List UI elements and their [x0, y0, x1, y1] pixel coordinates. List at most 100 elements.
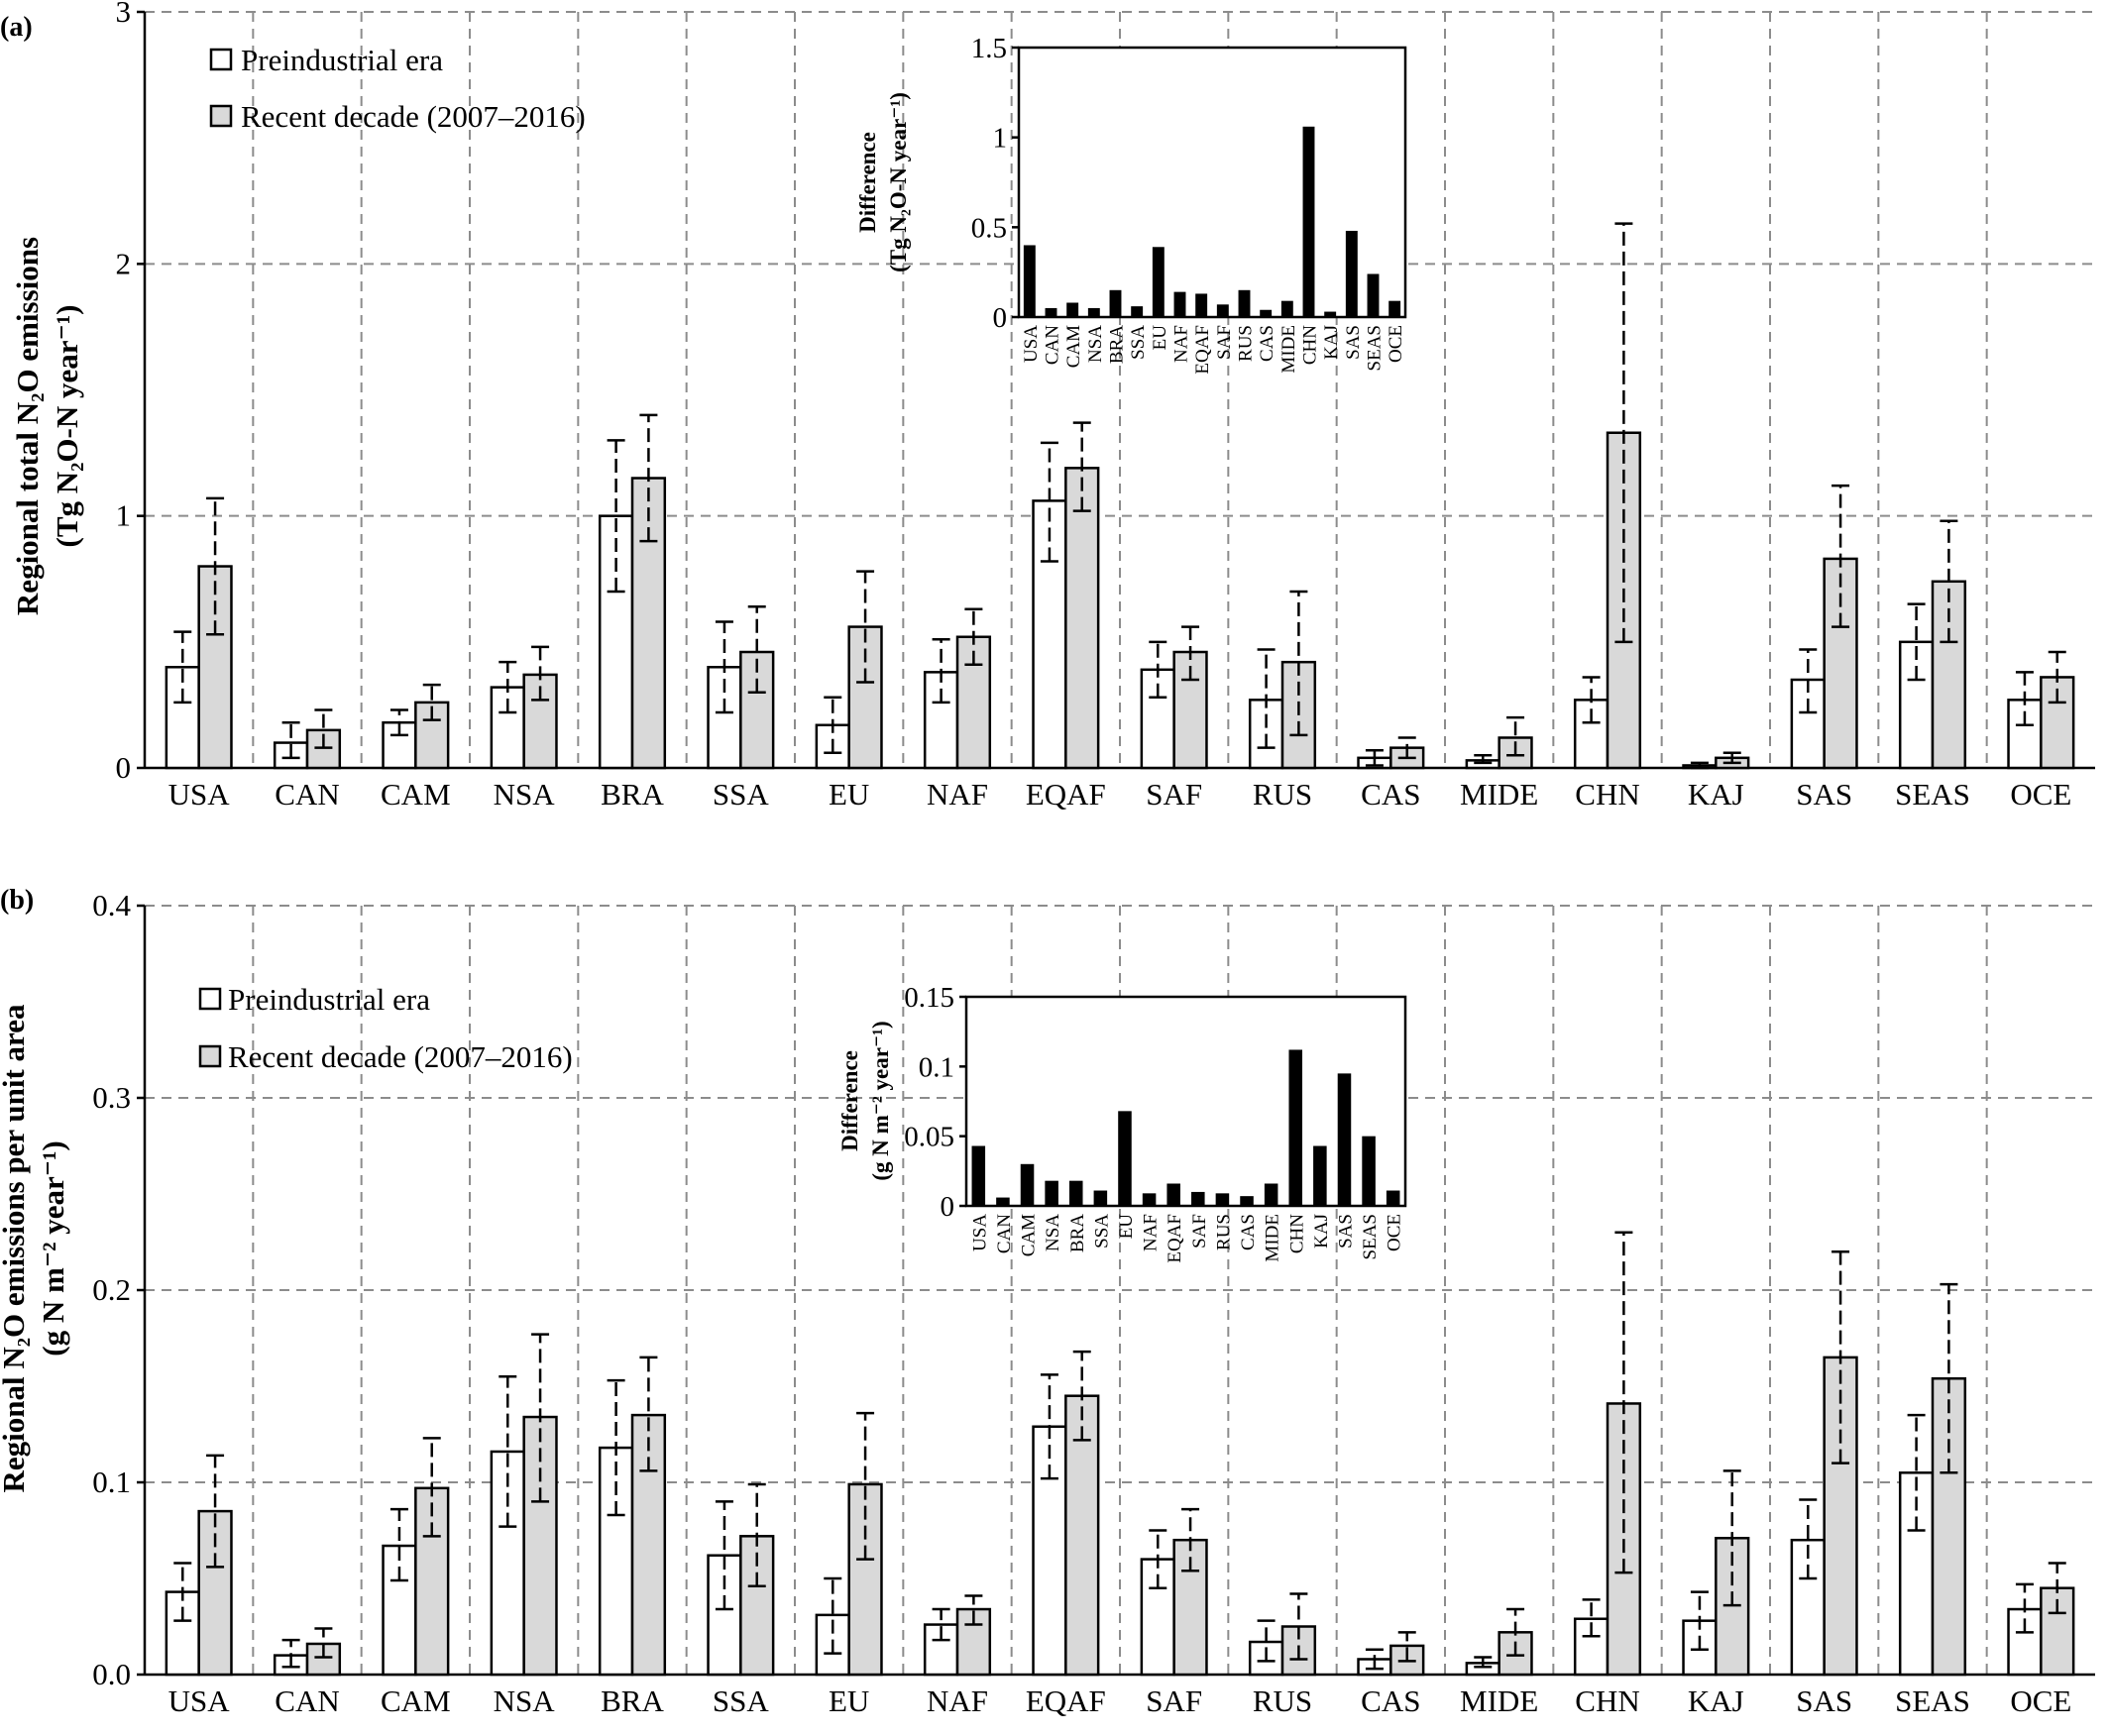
bar-recent	[847, 625, 883, 770]
legend-label-recent: Recent decade (2007–2016)	[228, 1039, 573, 1074]
inset-bar	[1345, 230, 1358, 317]
bar-recent	[630, 477, 667, 770]
inset-bar	[1240, 1196, 1254, 1206]
inset-bar	[1367, 273, 1380, 317]
x-tick-label: NAF	[927, 1683, 988, 1718]
legend-swatch-preindustrial	[209, 48, 233, 71]
panel-b-ylabel-line2: (g N m⁻² year⁻¹)	[36, 1140, 70, 1356]
x-tick-label: CAS	[1361, 1683, 1420, 1718]
inset-y-tick-label: 0	[941, 1191, 955, 1223]
inset-x-tick-label: NSA	[1085, 325, 1106, 363]
inset-x-tick-label: SSA	[1091, 1214, 1112, 1248]
legend-swatch-preindustrial	[198, 987, 222, 1011]
bar-preindustrial	[1898, 1471, 1935, 1677]
x-tick-label: EQAF	[1026, 1683, 1106, 1718]
inset-x-tick-label: EU	[1116, 1214, 1137, 1240]
inset-x-tick-label: CHN	[1286, 1214, 1307, 1253]
inset-y-tick-label: 1	[993, 123, 1008, 155]
inset-x-tick-label: USA	[1021, 325, 1042, 363]
x-tick-label: SSA	[713, 1683, 769, 1718]
inset-x-tick-label: NSA	[1043, 1214, 1063, 1251]
x-tick-label: EU	[829, 1683, 869, 1718]
inset-x-tick-label: USA	[969, 1214, 990, 1251]
y-tick-label: 0.2	[92, 1272, 131, 1307]
inset-x-tick-label: EQAF	[1165, 1214, 1185, 1263]
bar-preindustrial	[165, 1590, 200, 1677]
inset-x-tick-label: CHN	[1300, 325, 1321, 365]
inset-bar	[1023, 245, 1036, 317]
x-tick-label: NSA	[494, 777, 556, 812]
bar-recent	[1823, 557, 1858, 770]
inset-bar	[1195, 293, 1208, 317]
bar-preindustrial	[490, 1450, 525, 1677]
panel-a-inset: Difference (Tg N₂O-N year⁻¹) 0 0.5 1 1.5 USA…	[855, 33, 1407, 375]
inset-bar	[1068, 1180, 1083, 1206]
x-tick-label: BRA	[601, 1683, 664, 1718]
y-tick-label: 0.4	[92, 888, 131, 922]
bar-preindustrial	[1790, 678, 1826, 770]
inset-bar	[1264, 1183, 1278, 1206]
inset-bar	[996, 1197, 1010, 1206]
y-tick-label: 0.1	[92, 1465, 131, 1499]
x-tick-label: SEAS	[1895, 1683, 1970, 1718]
inset-x-tick-label: EU	[1150, 325, 1170, 351]
inset-x-tick-label: MIDE	[1278, 325, 1299, 374]
x-tick-label: OCE	[2010, 1683, 2071, 1718]
inset-bar	[1280, 300, 1293, 317]
inset-a-ylabel-line2: (Tg N₂O-N year⁻¹)	[886, 92, 911, 272]
y-tick-label: 0.0	[92, 1657, 131, 1691]
inset-x-tick-label: BRA	[1067, 1214, 1088, 1252]
x-tick-label: MIDE	[1460, 777, 1538, 812]
bar-preindustrial	[1790, 1538, 1826, 1677]
x-tick-label: KAJ	[1688, 777, 1744, 812]
inset-b-ylabel-line1: Difference	[837, 1050, 862, 1151]
bar-preindustrial	[382, 1544, 417, 1677]
x-tick-label: CAM	[381, 777, 451, 812]
inset-x-tick-label: MIDE	[1263, 1214, 1283, 1262]
inset-bar	[1142, 1193, 1157, 1206]
y-tick-label: 0.3	[92, 1080, 131, 1115]
inset-x-tick-label: KAJ	[1321, 325, 1342, 360]
inset-x-tick-label: SAS	[1343, 325, 1364, 360]
legend-label-preindustrial: Preindustrial era	[228, 982, 430, 1017]
inset-bar	[1238, 289, 1251, 317]
inset-x-tick-label: SAF	[1214, 325, 1235, 360]
panel-a-ylabel-line2: (Tg N₂O-N year⁻¹)	[50, 304, 84, 547]
panel-b-ylabel-line1: Regional N₂O emissions per unit area	[0, 1004, 31, 1492]
y-tick-label: 0	[116, 750, 132, 785]
x-tick-label: EU	[829, 777, 869, 812]
bar-preindustrial	[165, 666, 200, 770]
x-tick-label: NAF	[927, 777, 988, 812]
inset-x-tick-label: BRA	[1107, 325, 1128, 364]
x-tick-label: SAS	[1796, 1683, 1852, 1718]
inset-x-tick-label: SEAS	[1365, 325, 1386, 371]
bar-recent	[197, 565, 233, 770]
x-tick-label: CAS	[1361, 777, 1420, 812]
inset-x-tick-label: CAN	[994, 1214, 1015, 1253]
x-tick-label: NSA	[494, 1683, 556, 1718]
inset-bar	[1087, 307, 1100, 317]
inset-x-tick-label: RUS	[1236, 325, 1257, 362]
panel-a-legend: Preindustrial era Recent decade (2007–20…	[209, 43, 586, 134]
inset-bar	[1260, 309, 1273, 317]
inset-bar	[971, 1145, 986, 1206]
x-tick-label: SAF	[1146, 1683, 1202, 1718]
bar-preindustrial	[923, 671, 959, 770]
inset-x-tick-label: CAM	[1063, 325, 1084, 368]
x-tick-label: CHN	[1575, 1683, 1639, 1718]
x-tick-label: RUS	[1253, 1683, 1312, 1718]
inset-x-tick-label: OCE	[1385, 1214, 1405, 1251]
inset-x-tick-label: OCE	[1386, 325, 1406, 363]
bar-recent	[1064, 467, 1100, 770]
panel-b-legend: Preindustrial era	[198, 982, 573, 1074]
inset-x-tick-label: CAN	[1043, 325, 1063, 365]
bar-recent	[1064, 1394, 1100, 1677]
inset-b-ylabel-line2: (g N m⁻² year⁻¹)	[868, 1021, 893, 1180]
bar-recent	[630, 1413, 667, 1677]
bar-preindustrial	[1898, 640, 1935, 770]
inset-a-plot: 0 0.5 1 1.5 USA CAN CAM NSA BRA SSA EU NAF EQAF SAF RU…	[971, 33, 1406, 375]
legend-swatch-recent	[209, 104, 233, 128]
x-tick-label: RUS	[1253, 777, 1312, 812]
inset-bar	[1324, 311, 1337, 317]
